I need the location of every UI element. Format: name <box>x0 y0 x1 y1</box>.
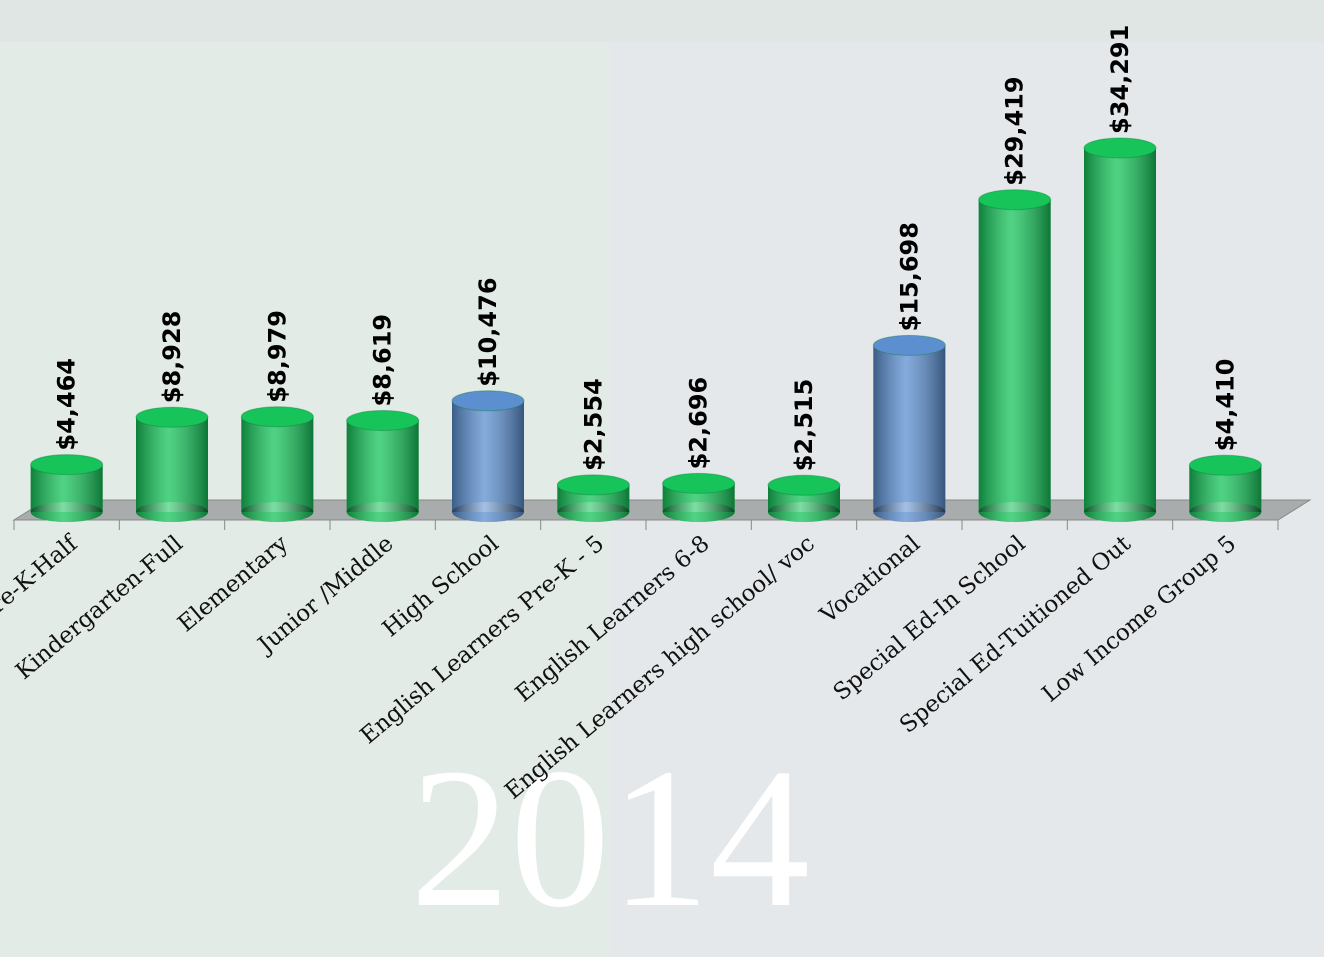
bar-top <box>1084 138 1156 158</box>
bar-bottom-shade <box>241 502 313 522</box>
value-label: $2,554 <box>579 378 607 471</box>
bar-shade <box>241 417 313 512</box>
page: 2014 $4,464Pre-K-Half$8,928Kindergarten-… <box>0 0 1324 957</box>
value-label: $8,928 <box>158 311 186 404</box>
bar-shade <box>1084 148 1156 512</box>
value-label: $29,419 <box>1001 76 1029 185</box>
watermark: 2014 <box>410 728 810 949</box>
bar-top <box>241 407 313 427</box>
bar-top <box>347 411 419 431</box>
value-label: $34,291 <box>1106 25 1134 134</box>
bar-bottom-shade <box>1084 502 1156 522</box>
bar-shade <box>873 345 945 512</box>
bar-shade <box>136 417 208 512</box>
bar-top <box>768 475 840 495</box>
bar-top <box>1189 455 1261 475</box>
value-label: $8,619 <box>369 314 397 407</box>
bar-shade <box>452 401 524 512</box>
bar-bottom-shade <box>1189 502 1261 522</box>
value-label: $15,698 <box>895 222 923 331</box>
bar-bottom-shade <box>663 502 735 522</box>
chart: 2014 $4,464Pre-K-Half$8,928Kindergarten-… <box>0 0 1324 957</box>
bar-bottom-shade <box>347 502 419 522</box>
value-label: $4,464 <box>53 358 81 451</box>
bar-bottom-shade <box>136 502 208 522</box>
bar-top <box>979 190 1051 210</box>
bar-bottom-shade <box>31 502 103 522</box>
value-label: $10,476 <box>474 277 502 386</box>
bar-bottom-shade <box>979 502 1051 522</box>
bar-top <box>452 391 524 411</box>
bar-bottom-shade <box>768 502 840 522</box>
bar-bottom-shade <box>557 502 629 522</box>
value-label: $2,696 <box>685 377 713 470</box>
bar-bottom-shade <box>452 502 524 522</box>
bar-top <box>557 475 629 495</box>
bar-top <box>873 335 945 355</box>
bar-shade <box>979 200 1051 512</box>
bar-top <box>136 407 208 427</box>
value-label: $4,410 <box>1211 359 1239 452</box>
bar-bottom-shade <box>873 502 945 522</box>
value-label: $8,979 <box>263 310 291 403</box>
bar-top <box>663 473 735 493</box>
bar-top <box>31 455 103 475</box>
value-label: $2,515 <box>790 379 818 472</box>
bar-shade <box>347 421 419 512</box>
